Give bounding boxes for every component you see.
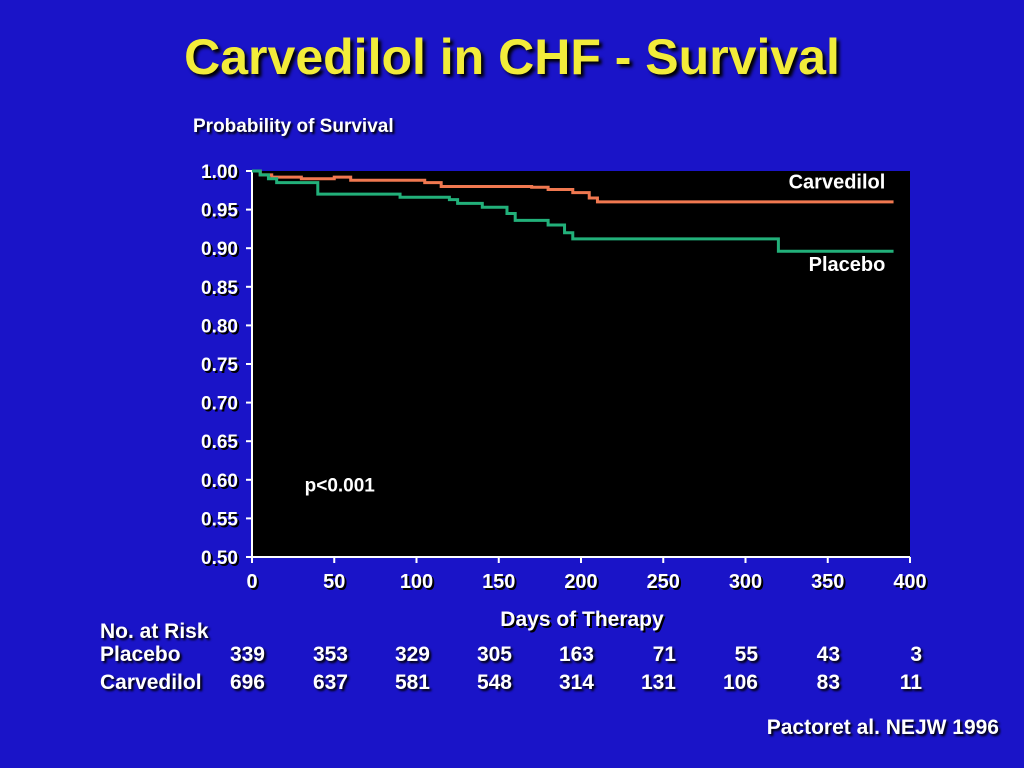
x-tick-label: 250 bbox=[647, 571, 680, 593]
p-value-annotation-shadow: p<0.001 bbox=[307, 477, 378, 498]
y-tick-label: 0.80 bbox=[201, 316, 238, 337]
series-label-placebo-shadow: Placebo bbox=[811, 256, 888, 278]
risk-cell: 55 bbox=[734, 643, 758, 666]
series-label-placebo: Placebo bbox=[809, 254, 886, 276]
x-tick-label: 100 bbox=[400, 571, 433, 593]
y-tick-label: 0.65 bbox=[201, 432, 238, 453]
y-tick-label: 1.00 bbox=[201, 162, 238, 183]
x-axis-label-shadow: Days of Therapy bbox=[502, 610, 666, 633]
x-axis-label: Days of Therapy bbox=[500, 608, 664, 631]
y-tick-label: 0.55 bbox=[201, 509, 238, 530]
y-tick-label-shadow: 0.80 bbox=[203, 318, 240, 339]
y-tick-label-shadow: 0.75 bbox=[203, 357, 240, 378]
risk-cell: 696 bbox=[229, 671, 265, 694]
risk-cell: 83 bbox=[816, 671, 840, 694]
risk-cell: 548 bbox=[476, 671, 512, 694]
citation: Pactoret al. NEJW 1996 bbox=[766, 716, 999, 739]
y-tick-label: 0.50 bbox=[201, 548, 238, 569]
x-tick-label-shadow: 350 bbox=[813, 573, 846, 595]
x-tick-label-shadow: 400 bbox=[895, 573, 928, 595]
x-tick-label-shadow: 0 bbox=[248, 573, 259, 595]
risk-cell: 314 bbox=[558, 671, 594, 694]
x-tick-label: 350 bbox=[811, 571, 844, 593]
series-line-placebo bbox=[252, 169, 894, 253]
y-tick-label-shadow: 0.70 bbox=[203, 396, 240, 417]
y-tick-label-shadow: 0.60 bbox=[203, 473, 240, 494]
risk-table-title: No. at Risk bbox=[100, 620, 209, 643]
risk-cell: 131 bbox=[640, 671, 676, 694]
plot-area bbox=[252, 171, 910, 557]
y-tick-label: 0.60 bbox=[201, 471, 238, 492]
x-tick-label-shadow: 200 bbox=[566, 573, 599, 595]
risk-cell: 353 bbox=[312, 643, 348, 666]
risk-cell: 163 bbox=[558, 643, 594, 666]
series-label-carvedilol-shadow: Carvedilol bbox=[791, 174, 888, 196]
risk-cell: 43 bbox=[816, 643, 840, 666]
risk-cell: 11 bbox=[899, 671, 922, 694]
risk-cell: 71 bbox=[652, 643, 676, 666]
y-tick-label: 0.90 bbox=[201, 239, 238, 260]
x-tick-label-shadow: 250 bbox=[649, 573, 682, 595]
risk-cell: 305 bbox=[476, 643, 512, 666]
risk-cell: 106 bbox=[722, 671, 758, 694]
x-tick-label: 0 bbox=[246, 571, 257, 593]
risk-cell: 3 bbox=[910, 643, 922, 666]
risk-cell: 581 bbox=[394, 671, 430, 694]
x-tick-label-shadow: 150 bbox=[484, 573, 517, 595]
x-tick-label: 300 bbox=[729, 571, 762, 593]
y-tick-label-shadow: 0.90 bbox=[203, 241, 240, 262]
series-line-carvedilol bbox=[252, 169, 894, 204]
y-tick-label-shadow: 0.55 bbox=[203, 511, 240, 532]
y-tick-label: 0.75 bbox=[201, 355, 238, 376]
y-axis-label: Probability of Survival bbox=[193, 116, 394, 137]
risk-cell: 339 bbox=[229, 643, 265, 666]
risk-row-label: Carvedilol bbox=[100, 671, 202, 694]
y-tick-label: 0.85 bbox=[201, 278, 238, 299]
x-tick-label-shadow: 100 bbox=[402, 573, 435, 595]
y-tick-label-shadow: 0.85 bbox=[203, 280, 240, 301]
x-tick-label-shadow: 300 bbox=[731, 573, 764, 595]
x-tick-label: 50 bbox=[323, 571, 345, 593]
slide-title: Carvedilol in CHF - Survival bbox=[184, 29, 840, 85]
x-tick-label: 400 bbox=[893, 571, 926, 593]
y-tick-label-shadow: 0.50 bbox=[203, 550, 240, 571]
x-tick-label: 150 bbox=[482, 571, 515, 593]
p-value-annotation: p<0.001 bbox=[305, 475, 376, 496]
y-tick-label-shadow: 1.00 bbox=[203, 164, 240, 185]
y-tick-label-shadow: 0.95 bbox=[203, 203, 240, 224]
risk-cell: 637 bbox=[312, 671, 348, 694]
series-label-carvedilol: Carvedilol bbox=[789, 172, 886, 194]
risk-row-label: Placebo bbox=[100, 643, 181, 666]
x-tick-label-shadow: 50 bbox=[325, 573, 347, 595]
y-tick-label: 0.95 bbox=[201, 201, 238, 222]
y-tick-label-shadow: 0.65 bbox=[203, 434, 240, 455]
x-tick-label: 200 bbox=[564, 571, 597, 593]
y-tick-label: 0.70 bbox=[201, 394, 238, 415]
risk-cell: 329 bbox=[394, 643, 430, 666]
